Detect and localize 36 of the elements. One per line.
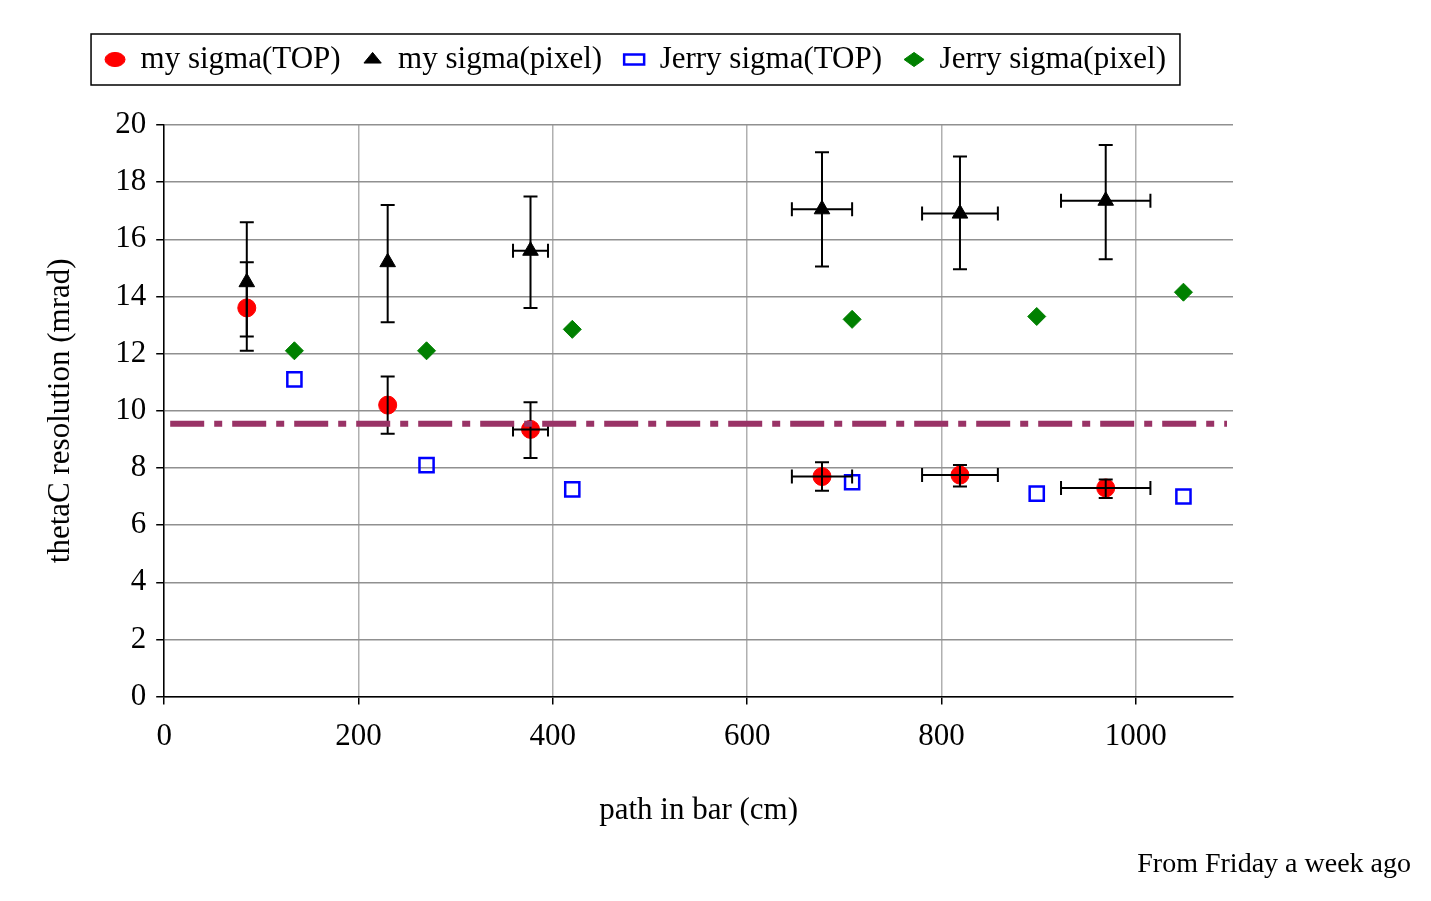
x-tick-label: 800 (918, 717, 965, 753)
y-tick-label: 12 (115, 333, 147, 369)
y-tick-label: 2 (130, 619, 147, 655)
y-tick-label: 14 (115, 276, 147, 312)
x-tick-label: 400 (529, 717, 577, 753)
text: From Friday a week ago (1137, 847, 1411, 879)
y-tick-label: 8 (130, 448, 147, 484)
x-tick-label: 200 (335, 717, 382, 753)
y-tick-label: 20 (115, 105, 147, 141)
x-tick-label: 600 (723, 717, 771, 753)
point (563, 481, 581, 498)
y-tick-label: 0 (130, 676, 147, 712)
y-tick-label: 16 (115, 219, 147, 255)
point (1027, 306, 1047, 326)
x-axis-title: path in bar (cm) (599, 790, 799, 826)
point (284, 341, 304, 361)
point (842, 309, 862, 329)
point (417, 341, 437, 361)
y-tick-label: 18 (115, 162, 147, 198)
x-tick-label: 1000 (1104, 717, 1167, 753)
y-tick-label: 6 (130, 505, 147, 541)
point (562, 319, 582, 339)
point (418, 456, 435, 474)
point (1173, 282, 1193, 302)
legend-label: my sigma(TOP) (140, 39, 341, 75)
point (286, 371, 303, 388)
y-axis-title: thetaC resolution (mrad) (40, 258, 76, 564)
point (1175, 488, 1192, 505)
legend-label: Jerry sigma(pixel) (939, 39, 1166, 75)
point (1028, 485, 1046, 502)
point (843, 473, 861, 491)
legend-label: Jerry sigma(TOP) (659, 39, 883, 75)
y-tick-label: 10 (115, 390, 147, 426)
x-tick-label: 0 (156, 717, 172, 753)
y-tick-label: 4 (130, 562, 147, 598)
legend-label: my sigma(pixel) (398, 39, 603, 75)
